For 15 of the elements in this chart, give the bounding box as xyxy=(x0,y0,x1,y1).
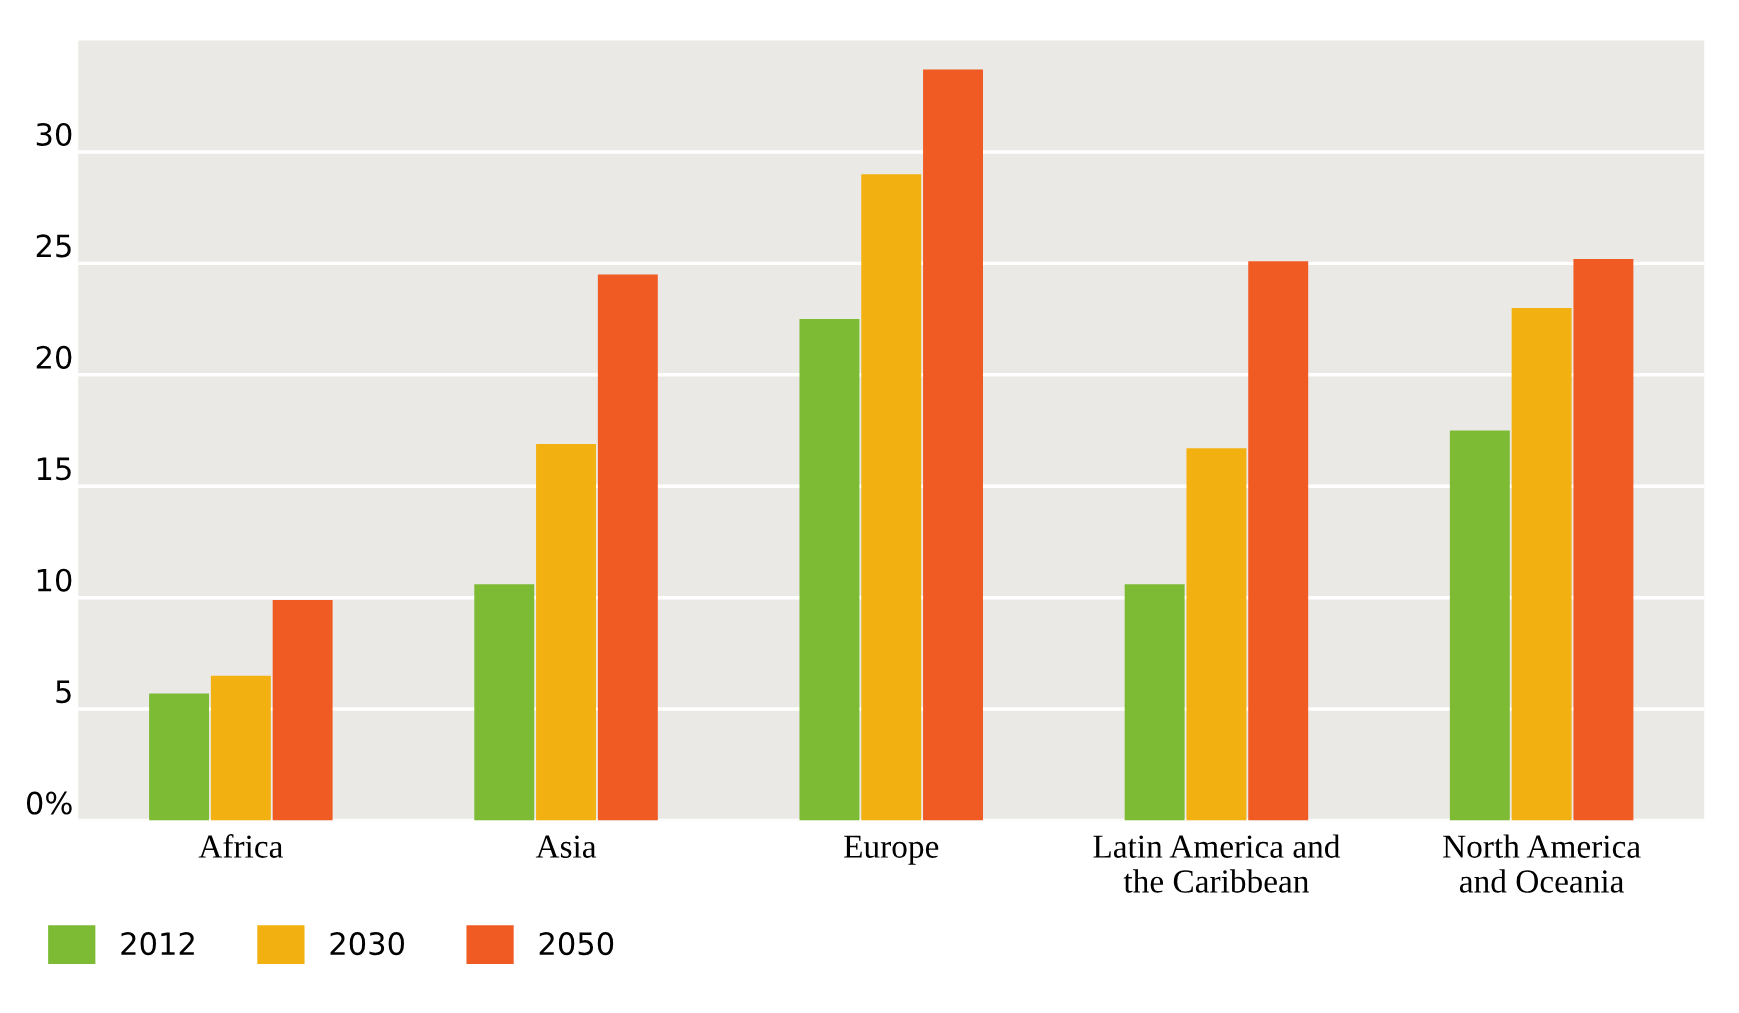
x-tick-label: Africa xyxy=(198,834,283,858)
y-tick-label: 25 xyxy=(36,234,71,258)
x-tick-label: Europe xyxy=(844,835,939,865)
legend-label: 2012 xyxy=(121,932,194,956)
y-tick-label: 20 xyxy=(36,345,72,369)
legend-label: 2030 xyxy=(330,932,405,956)
y-tick-label: 10 xyxy=(37,568,72,592)
y-tick-label: 30 xyxy=(36,122,72,147)
y-tick-label: 5 xyxy=(56,680,71,704)
x-tick-label: Asia xyxy=(535,835,597,858)
x-tick-label: Latin America and the Caribbean xyxy=(1093,834,1341,893)
y-tick-label: 15 xyxy=(37,457,71,481)
y-tick-label: 0% xyxy=(26,791,72,815)
x-tick-label: North America and Oceania xyxy=(1443,834,1641,893)
legend-label: 2050 xyxy=(539,932,614,956)
